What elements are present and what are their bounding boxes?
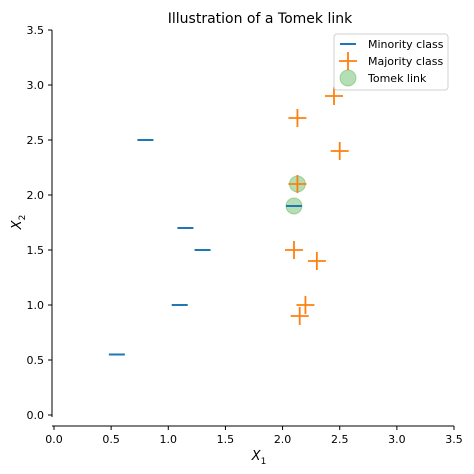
x-tick-label: 0.0	[45, 433, 63, 446]
x-axis-label-subscript: 1	[261, 457, 267, 467]
y-tick-label: 3.5	[27, 24, 45, 37]
legend-majority-point-icon	[339, 52, 357, 70]
majority-point	[290, 307, 309, 325]
axes: 0.0 0.5 1.0 1.5 2.0 2.5 3.0 3.5 0.0 0.5 1.0 1.5 2.0 2…	[27, 24, 463, 446]
majority-point	[296, 296, 315, 314]
x-axis-label: X1	[251, 449, 267, 467]
majority-point	[288, 175, 307, 193]
y-tick-label: 3.0	[27, 79, 45, 92]
majority-point	[307, 252, 326, 270]
x-tick-label: 1.5	[217, 433, 235, 446]
y-axis-label-subscript: 2	[18, 215, 28, 221]
x-tick-label: 3.0	[388, 433, 406, 446]
majority-point	[285, 241, 303, 259]
majority-point	[288, 109, 307, 127]
x-tick-label: 3.5	[445, 433, 463, 446]
x-tick-label: 2.5	[331, 433, 349, 446]
legend-label: Majority class	[368, 55, 443, 68]
legend-tomek-link-point-icon	[339, 69, 357, 87]
x-tick-label: 2.0	[274, 433, 292, 446]
y-tick-label: 2.5	[27, 134, 45, 147]
legend-label: Tomek link	[367, 72, 427, 85]
majority-point	[325, 87, 343, 105]
y-tick-label: 1.5	[27, 244, 45, 257]
y-axis-label: X2	[10, 215, 28, 231]
x-tick-label: 1.0	[160, 433, 178, 446]
legend: Minority class Majority class Tomek link	[333, 33, 449, 91]
y-tick-label: 1.0	[27, 299, 45, 312]
y-axis-label-main: X	[10, 219, 25, 230]
y-tick-label: 0.5	[27, 354, 45, 367]
chart-title: Illustration of a Tomek link	[168, 11, 353, 27]
x-axis-label-main: X	[251, 449, 262, 464]
y-tick-label: 2.0	[27, 189, 45, 202]
x-tick-label: 0.5	[102, 433, 120, 446]
legend-frame	[333, 33, 449, 91]
majority-point	[330, 142, 349, 160]
y-tick-label: 0.0	[27, 409, 45, 422]
plot-area	[108, 87, 349, 356]
legend-label: Minority class	[368, 38, 444, 51]
